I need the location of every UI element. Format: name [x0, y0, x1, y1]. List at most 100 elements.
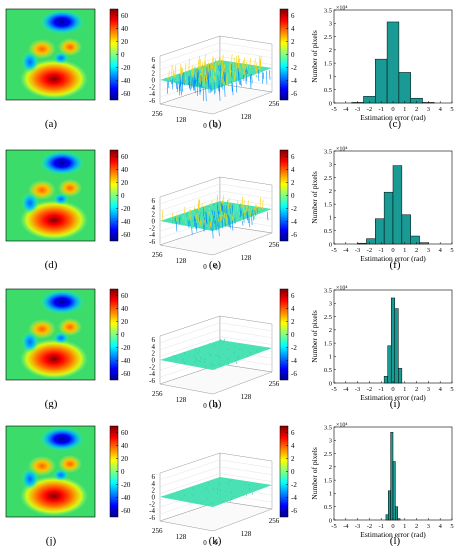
surface-spike [176, 214, 178, 221]
histogram-bar [383, 191, 394, 245]
surface-spike [205, 76, 208, 82]
y-tick-label: 0.5 [324, 367, 332, 374]
map-peak-low [40, 151, 84, 175]
surface-spike [258, 56, 261, 69]
surface-spike [197, 210, 199, 214]
error-colorbar: 6 4 2 0 -2 -4 -6 [279, 425, 297, 518]
colorbar-tick-label: -4 [291, 494, 297, 502]
surface-z-tick-label: -6 [149, 377, 155, 385]
surface-spike [203, 225, 205, 232]
surface-spike [230, 72, 233, 77]
surface-spike [174, 78, 176, 80]
colorbar-tick-label: -2 [291, 205, 297, 213]
y-tick-label: 0 [329, 241, 332, 248]
histogram-bar [390, 432, 394, 521]
colorbar-tick-label: 2 [291, 38, 295, 46]
surface-spike [228, 198, 230, 209]
surface-spike [199, 72, 201, 75]
surface-spike [189, 70, 191, 73]
surface-spike [210, 353, 212, 357]
y-tick-label: 3 [329, 301, 332, 308]
surface-spike [205, 74, 207, 78]
surface-spike [232, 83, 234, 96]
colorbar-tick-label: -2 [291, 64, 297, 72]
surface-floor [159, 363, 273, 395]
surface-spike [210, 225, 212, 231]
y-tick-label: 0.5 [324, 87, 332, 94]
surface-spike [262, 72, 265, 80]
surface-spike [183, 494, 185, 496]
surface-spike [211, 210, 214, 216]
surface-spike [173, 72, 175, 78]
surface-spike [227, 69, 229, 73]
surface-axis-label: 0 [203, 263, 207, 270]
surface-spike [260, 55, 262, 69]
y-axis-label: Number of pixels [310, 447, 319, 500]
y-axis-label: Number of pixels [310, 30, 319, 83]
surface-spike [220, 73, 222, 76]
histogram-bar [392, 461, 396, 521]
surface-spike [203, 62, 205, 70]
surface-spike [205, 364, 207, 368]
surface-spike [243, 494, 245, 496]
map-trough-left [21, 468, 39, 490]
x-tick-label: -2 [367, 106, 372, 113]
histogram-bar [419, 242, 429, 245]
surface-spike [174, 65, 176, 78]
surface-spike [210, 83, 212, 92]
x-tick-label: 1 [403, 523, 406, 530]
surface-spike [255, 74, 258, 78]
surface-spike [258, 70, 260, 81]
surface-spike [199, 73, 201, 85]
surface-spike [192, 76, 194, 88]
surface-z-tick-label: -4 [149, 370, 155, 378]
surface-spike [215, 219, 217, 231]
surface-axis-label: 128 [241, 530, 252, 538]
surface-spike [223, 64, 226, 70]
x-tick-label: 2 [415, 386, 418, 393]
surface-spike [214, 58, 216, 69]
y-tick-label: 1 [329, 491, 332, 498]
surface-spike [198, 216, 200, 223]
surface-spike [255, 62, 257, 71]
y-tick-label: 1 [329, 215, 332, 222]
surface-spike [228, 216, 231, 228]
surface-spike [248, 488, 250, 490]
surface-spike [196, 85, 198, 96]
colorbar-tick-label: 40 [121, 166, 129, 174]
surface-spike [206, 83, 208, 85]
surface-spike [200, 360, 202, 363]
surface-spike [209, 217, 211, 221]
surface-spike [195, 77, 197, 87]
x-tick-label: 4 [439, 247, 443, 254]
colorbar-tick-label: -2 [291, 481, 297, 489]
colorbar-tick-label: 4 [291, 25, 295, 33]
surface-spike [258, 348, 260, 350]
surface-spike [229, 64, 232, 77]
surface-spike [227, 362, 230, 364]
surface-spike [254, 58, 256, 68]
surface-spike [200, 356, 202, 360]
surface-spike [179, 83, 181, 91]
surface-spike [185, 72, 187, 74]
surface-spike [243, 74, 245, 81]
surface-spike [234, 217, 236, 221]
colorbar-tick-label: -40 [121, 494, 131, 502]
surface-axis-label: 256 [269, 100, 280, 108]
map-lobe-right [58, 318, 82, 336]
surface-spike [195, 69, 197, 73]
surface-spike [233, 351, 235, 354]
surface-spike [232, 209, 234, 221]
surface-spike [201, 75, 203, 89]
surface-spike [242, 205, 245, 215]
surface-axis-label: 0 [203, 402, 207, 409]
surface-spike [209, 64, 211, 77]
histogram-bar [388, 490, 391, 521]
colorbar-tick-label: 2 [291, 179, 295, 187]
surface-spike [239, 203, 242, 206]
surface-spike [243, 57, 245, 66]
surface-spike [222, 76, 224, 90]
colorbar-tick-label: -40 [121, 77, 131, 85]
surface-spike [220, 75, 222, 88]
